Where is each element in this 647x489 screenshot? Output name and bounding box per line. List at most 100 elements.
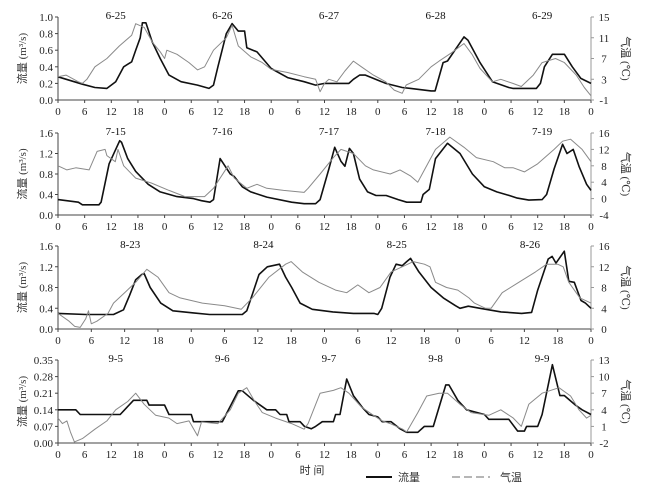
x-tick-label: 18 xyxy=(559,449,571,461)
date-label: 8-23 xyxy=(120,239,141,251)
y2-tick-label: 12 xyxy=(599,262,610,274)
x-tick-label: 0 xyxy=(55,449,61,461)
y2-tick-label: 16 xyxy=(599,241,611,253)
date-label: 7-17 xyxy=(319,126,340,138)
x-tick-label: 0 xyxy=(55,335,61,347)
x-tick-label: 0 xyxy=(55,106,61,118)
flow-series-line xyxy=(57,250,592,316)
x-tick-label: 6 xyxy=(488,335,494,347)
temperature-series-line xyxy=(57,261,592,328)
y2-tick-label: 7 xyxy=(601,54,607,66)
date-label: 7-19 xyxy=(532,126,553,138)
y2-tick-label: 11 xyxy=(599,33,610,45)
date-label: 7-15 xyxy=(106,126,127,138)
y2-tick-label: -2 xyxy=(599,438,608,450)
x-tick-label: 18 xyxy=(132,449,144,461)
x-tick-label: 0 xyxy=(162,449,168,461)
x-tick-label: 0 xyxy=(588,449,594,461)
x-tick-label: 6 xyxy=(189,221,195,233)
left-axis-title: 流量 (m³/s) xyxy=(15,33,29,85)
x-tick-label: 18 xyxy=(559,106,571,118)
x-tick-label: 6 xyxy=(508,449,514,461)
x-tick-label: 0 xyxy=(375,106,381,118)
legend-temperature-label: 气温 xyxy=(500,470,522,484)
x-tick-label: 18 xyxy=(239,221,251,233)
x-tick-label: 12 xyxy=(106,449,117,461)
y2-tick-label: 0 xyxy=(601,194,607,206)
x-tick-label: 0 xyxy=(55,221,61,233)
date-label: 6-29 xyxy=(532,10,553,22)
y-tick-label: 1.6 xyxy=(39,241,53,253)
x-tick-label: 18 xyxy=(239,449,251,461)
y2-tick-label: 8 xyxy=(601,283,607,295)
x-tick-label: 0 xyxy=(322,335,328,347)
y-tick-label: 0.8 xyxy=(39,29,53,41)
x-tick-label: 18 xyxy=(346,221,358,233)
x-tick-label: 18 xyxy=(132,106,144,118)
date-label: 8-26 xyxy=(520,239,541,251)
x-tick-label: 6 xyxy=(82,449,88,461)
y-tick-label: 0.4 xyxy=(39,190,53,202)
flow-series-line xyxy=(57,139,592,206)
x-tick-label: 12 xyxy=(212,106,223,118)
left-axis-title: 流量 (m³/s) xyxy=(15,148,29,200)
date-label: 6-28 xyxy=(425,10,446,22)
x-tick-label: 0 xyxy=(588,221,594,233)
y2-tick-label: 12 xyxy=(599,144,610,156)
y2-tick-label: 15 xyxy=(599,12,611,24)
date-label: 7-16 xyxy=(212,126,233,138)
x-tick-label: 18 xyxy=(286,335,298,347)
x-tick-label: 12 xyxy=(532,449,543,461)
x-tick-label: 18 xyxy=(419,335,431,347)
y-tick-label: 1.6 xyxy=(39,128,53,140)
x-tick-label: 0 xyxy=(375,221,381,233)
x-tick-label: 6 xyxy=(355,335,361,347)
x-tick-label: 6 xyxy=(189,449,195,461)
x-tick-label: 18 xyxy=(152,335,164,347)
x-tick-label: 6 xyxy=(189,106,195,118)
right-axis-title: 气温 (℃) xyxy=(619,265,633,310)
x-tick-label: 12 xyxy=(212,449,223,461)
y2-tick-label: 10 xyxy=(599,372,611,384)
x-tick-label: 12 xyxy=(426,449,437,461)
x-tick-label: 12 xyxy=(386,335,397,347)
y-tick-label: 0.0 xyxy=(39,324,53,336)
x-tick-label: 0 xyxy=(375,449,381,461)
x-tick-label: 0 xyxy=(268,449,274,461)
temperature-series-line xyxy=(57,23,592,97)
x-tick-label: 6 xyxy=(89,335,95,347)
y-tick-label: 1.0 xyxy=(39,12,53,24)
x-tick-label: 12 xyxy=(519,335,530,347)
date-label: 9-5 xyxy=(108,353,123,365)
y2-tick-label: 0 xyxy=(601,324,607,336)
temperature-series-line xyxy=(57,387,592,443)
temperature-series-line xyxy=(57,136,592,198)
x-tick-label: 6 xyxy=(222,335,228,347)
date-label: 7-18 xyxy=(425,126,446,138)
x-tick-label: 18 xyxy=(452,449,464,461)
flow-series-line xyxy=(58,363,592,434)
x-tick-label: 18 xyxy=(552,335,564,347)
date-label: 6-25 xyxy=(106,10,127,22)
x-tick-label: 6 xyxy=(295,106,301,118)
y-tick-label: 0.35 xyxy=(34,355,54,367)
y-tick-label: 0.4 xyxy=(39,303,53,315)
date-label: 8-24 xyxy=(253,239,274,251)
y-tick-label: 0.2 xyxy=(39,78,53,90)
x-tick-label: 18 xyxy=(346,449,358,461)
x-tick-label: 0 xyxy=(162,221,168,233)
x-tick-label: 0 xyxy=(455,335,461,347)
y2-tick-label: -1 xyxy=(599,95,608,107)
x-tick-label: 6 xyxy=(82,221,88,233)
x-tick-label: 12 xyxy=(532,221,543,233)
x-tick-label: 0 xyxy=(482,449,488,461)
y2-tick-label: -4 xyxy=(599,210,609,222)
x-tick-label: 0 xyxy=(588,335,594,347)
x-tick-label: 12 xyxy=(319,106,330,118)
y-tick-label: 0.28 xyxy=(34,372,54,384)
x-tick-label: 0 xyxy=(189,335,195,347)
right-axis-title: 气温 (℃) xyxy=(619,36,633,81)
x-tick-label: 0 xyxy=(268,106,274,118)
x-tick-label: 18 xyxy=(452,106,464,118)
y-tick-label: 0.4 xyxy=(39,62,53,74)
